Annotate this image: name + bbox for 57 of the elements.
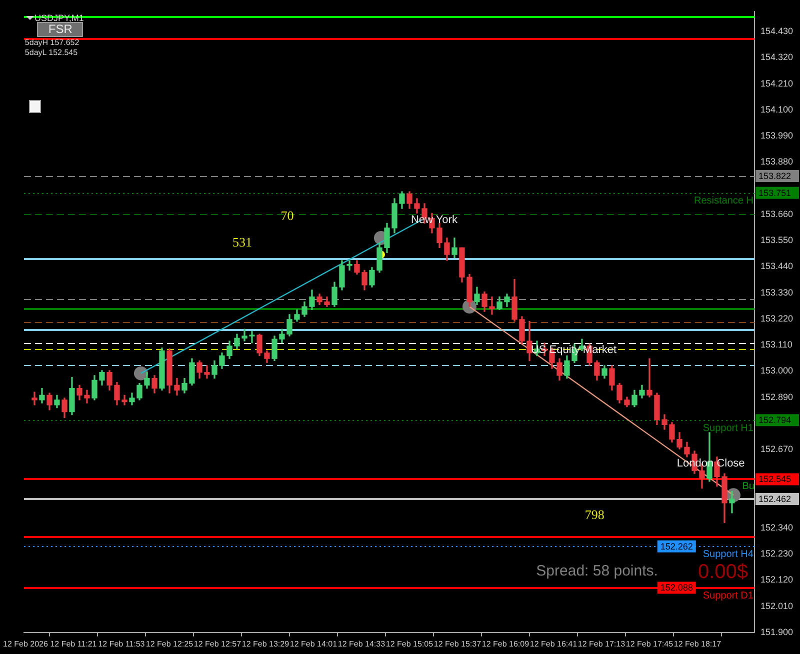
x-tick-label: 12 Feb 17:45: [626, 639, 674, 648]
y-tick-label: 153.990: [760, 130, 794, 141]
ref-line-label: 152.794: [758, 415, 792, 426]
y-tick-label: 152.120: [760, 574, 794, 585]
ref-line-label: 152.462: [758, 494, 792, 504]
annotation: Support D1: [702, 590, 754, 602]
ref-line-label: 152.262: [660, 541, 693, 552]
annotation: 0.00$: [698, 561, 748, 584]
ref-line-label: 153.751: [758, 188, 792, 198]
y-tick-label: 154.210: [760, 78, 794, 88]
y-tick-label: 152.230: [760, 548, 794, 559]
y-tick-label: 153.000: [760, 366, 794, 376]
y-tick-label: 152.890: [760, 392, 794, 402]
button: FSR: [37, 22, 84, 38]
x-tick-label: 12 Feb 15:37: [434, 639, 482, 648]
y-tick-label: 153.220: [760, 313, 794, 324]
ref-line-label: 153.822: [758, 170, 792, 181]
x-tick-label: 12 Feb 2026: [3, 639, 48, 648]
annotation: 5dayH 157.652: [24, 38, 80, 47]
x-tick-label: 12 Feb 11:21: [50, 639, 98, 648]
annotation: 798: [584, 507, 604, 522]
annotation: Support H4: [702, 549, 754, 560]
x-tick-label: 12 Feb 18:17: [674, 639, 722, 648]
x-tick-label: 12 Feb 12:57: [194, 639, 242, 648]
x-tick-label: 12 Feb 17:13: [578, 639, 626, 648]
candlestick: [729, 491, 735, 514]
x-tick-label: 12 Feb 13:29: [242, 639, 290, 648]
annotation: Resistance H: [694, 196, 754, 207]
annotation: Support H1: [702, 422, 754, 434]
y-tick-label: 153.660: [760, 208, 794, 219]
y-tick-label: 151.900: [760, 626, 794, 637]
y-tick-label: 153.880: [760, 156, 794, 167]
annotation: 5dayL 152.545: [24, 48, 78, 57]
x-tick-label: 12 Feb 14:33: [338, 639, 386, 648]
y-tick-label: 154.430: [760, 26, 794, 36]
x-tick-label: 12 Feb 16:41: [530, 639, 578, 648]
y-tick-label: 153.110: [760, 340, 792, 350]
y-tick-label: 154.100: [760, 104, 794, 114]
y-tick-label: 153.550: [760, 235, 794, 246]
x-tick-label: 12 Feb 16:09: [482, 639, 530, 648]
annotation: Bu: [742, 480, 754, 492]
y-tick-label: 152.340: [760, 522, 794, 532]
annotation: 531: [232, 234, 252, 250]
annotation: 70: [280, 208, 294, 223]
y-tick-label: 153.330: [760, 287, 794, 298]
x-tick-label: 12 Feb 14:01: [290, 639, 338, 648]
x-tick-label: 12 Feb 15:05: [386, 639, 434, 648]
candlestick: [32, 392, 38, 406]
x-tick-label: 12 Feb 12:25: [146, 639, 194, 648]
ref-line-label: 152.545: [758, 474, 792, 484]
x-tick-label: 12 Feb 11:53: [98, 639, 146, 648]
annotation: Spread: 58 points.: [536, 562, 658, 580]
y-tick-label: 153.440: [760, 261, 794, 272]
ref-line-label: 152.088: [660, 582, 693, 593]
y-tick-label: 154.320: [760, 52, 794, 62]
y-tick-label: 152.670: [760, 444, 794, 454]
y-tick-label: 152.010: [760, 600, 794, 611]
